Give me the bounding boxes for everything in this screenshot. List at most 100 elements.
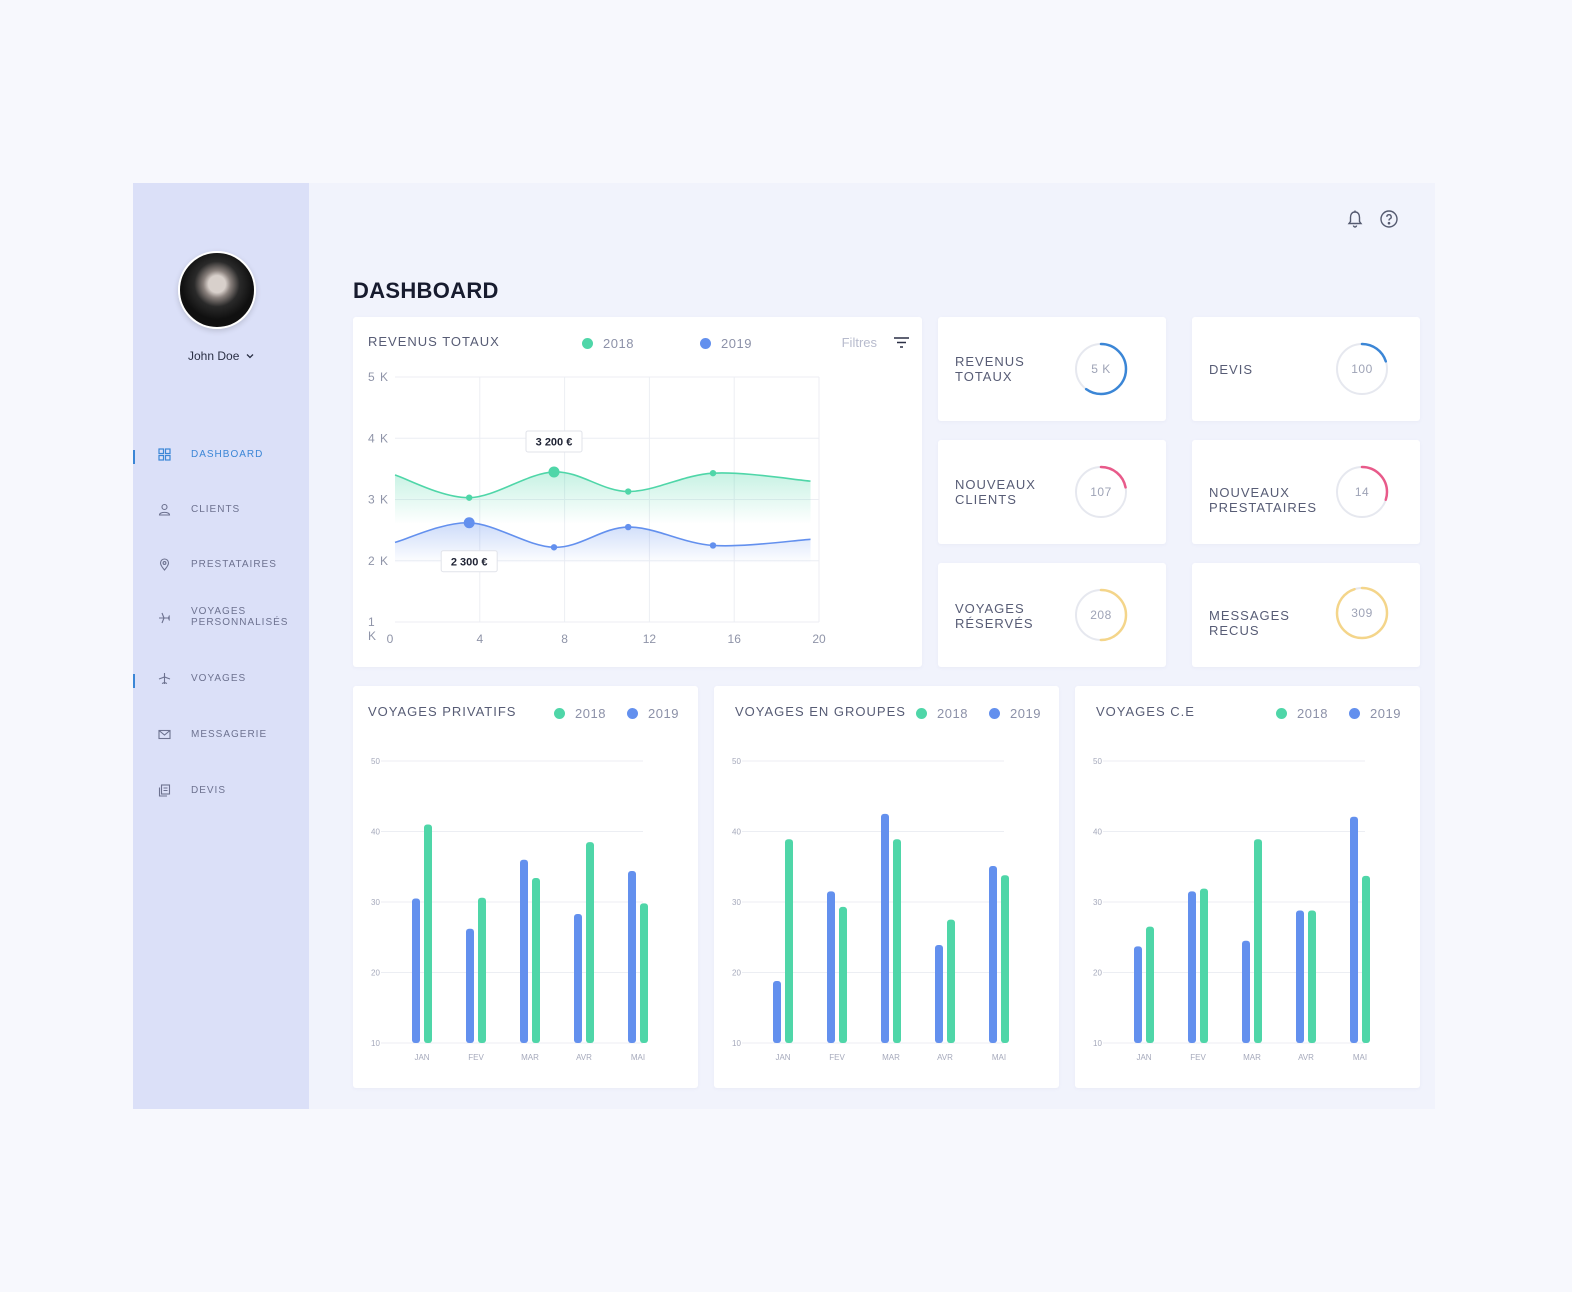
stat-card-nouveaux-clients[interactable]: NOUVEAUX CLIENTS 107 — [938, 440, 1166, 544]
legend-dot-icon — [989, 708, 1000, 719]
bar-chart: 10 20 30 40 50 JAN FEV MAR AVR MAI — [1093, 757, 1370, 1062]
legend-label: 2018 — [575, 706, 606, 721]
bar — [881, 813, 889, 1043]
sidebar-item-label: DASHBOARD — [191, 449, 264, 460]
stat-card-revenus-totaux[interactable]: REVENUS TOTAUX 5 K — [938, 317, 1166, 421]
data-point — [463, 517, 475, 529]
stat-card-devis[interactable]: DEVIS 100 — [1192, 317, 1420, 421]
ring-progress — [1074, 342, 1128, 396]
legend-label: 2018 — [937, 706, 968, 721]
legend-2018[interactable]: 2018 — [582, 336, 634, 351]
x-tick-label: MAR — [521, 1053, 539, 1062]
grid-icon — [158, 448, 171, 461]
progress-ring — [1074, 588, 1128, 642]
bar — [935, 945, 943, 1043]
annotation-label: 2 300 € — [451, 556, 488, 568]
bar — [424, 824, 432, 1043]
legend-2019[interactable]: 2019 — [989, 706, 1041, 721]
stat-label: VOYAGES RÉSERVÉS — [955, 601, 1034, 631]
y-tick-label: 50 — [371, 757, 380, 766]
sidebar-item-clients[interactable]: CLIENTS — [133, 503, 309, 516]
annotation-box — [525, 430, 583, 453]
sidebar-item-prestataires[interactable]: PRESTATAIRES — [133, 558, 309, 571]
y-tick-label-line: 4 K — [368, 431, 389, 445]
legend-2018[interactable]: 2018 — [554, 706, 606, 721]
bar — [893, 839, 901, 1043]
help-icon[interactable] — [1379, 209, 1399, 229]
bar — [466, 928, 474, 1043]
annotation-box — [440, 550, 498, 573]
y-tick-label: 30 — [732, 898, 741, 907]
stat-value: 14 — [1354, 485, 1370, 499]
legend-label: 2018 — [603, 336, 634, 351]
main-content: DASHBOARD REVENUS TOTAUX 2018 2019 Filtr… — [309, 183, 1435, 1109]
sidebar-item-label: VOYAGES PERSONNALISÉS — [191, 606, 289, 628]
x-tick-label: FEV — [829, 1053, 845, 1062]
progress-ring — [1074, 465, 1128, 519]
filter-icon — [894, 337, 909, 348]
x-tick-label: MAI — [631, 1053, 645, 1062]
bar — [1188, 891, 1196, 1043]
bar — [947, 919, 955, 1043]
sidebar-item-devis[interactable]: DEVIS — [133, 784, 309, 797]
card-title: VOYAGES PRIVATIFS — [368, 704, 517, 719]
ring-progress — [1074, 588, 1128, 642]
legend-dot-icon — [700, 338, 711, 349]
dashboard-app: John Doe DASHBOARD CLIENTS PRESTATAIRES … — [133, 183, 1435, 1109]
stat-card-nouveaux-prestataires[interactable]: NOUVEAUX PRESTATAIRES 14 — [1192, 440, 1420, 544]
legend-2019[interactable]: 2019 — [1349, 706, 1401, 721]
y-tick-label: 40 — [371, 828, 380, 837]
ring-progress — [1335, 342, 1389, 396]
x-tick-label: 16 — [728, 632, 742, 646]
bar — [1308, 910, 1316, 1043]
location-pin-icon — [159, 558, 170, 571]
x-tick-label: JAN — [414, 1053, 429, 1062]
bar — [1242, 940, 1250, 1043]
sidebar-item-voyages[interactable]: VOYAGES — [133, 672, 309, 685]
stat-label: REVENUS TOTAUX — [955, 354, 1025, 384]
user-menu[interactable]: John Doe — [188, 349, 255, 363]
bar — [1146, 926, 1154, 1043]
bar — [628, 870, 636, 1043]
bell-icon[interactable] — [1345, 209, 1365, 229]
stat-card-voyages-reserves[interactable]: VOYAGES RÉSERVÉS 208 — [938, 563, 1166, 667]
stat-label: DEVIS — [1209, 362, 1254, 377]
sidebar-item-label: VOYAGES — [191, 673, 247, 684]
legend-dot-icon — [554, 708, 565, 719]
sidebar-item-messagerie[interactable]: MESSAGERIE — [133, 728, 309, 741]
avatar[interactable] — [178, 251, 256, 329]
bar — [1254, 839, 1262, 1043]
stat-value: 208 — [1090, 608, 1112, 622]
ring-progress — [1335, 465, 1389, 519]
legend-dot-icon — [1349, 708, 1360, 719]
sidebar-item-dashboard[interactable]: DASHBOARD — [133, 448, 309, 461]
data-point — [466, 494, 473, 501]
bar-chart: 10 20 30 40 50 JAN FEV MAR AVR MAI — [371, 757, 648, 1062]
legend-2018[interactable]: 2018 — [1276, 706, 1328, 721]
filter-button[interactable]: Filtres — [842, 335, 910, 350]
y-tick-label: 4 K — [368, 431, 389, 445]
bar — [1134, 946, 1142, 1043]
card-title: REVENUS TOTAUX — [368, 334, 500, 349]
bar — [412, 898, 420, 1043]
bar-card-voyages-en-groupes: VOYAGES EN GROUPES 2018 2019 10 20 30 40 50 J… — [714, 686, 1059, 1088]
legend-2019[interactable]: 2019 — [627, 706, 679, 721]
legend-2018[interactable]: 2018 — [916, 706, 968, 721]
y-tick-label-line: 2 K — [368, 554, 389, 568]
sidebar-item-voyages-personnalises[interactable]: VOYAGES PERSONNALISÉS — [133, 606, 309, 628]
legend-2019[interactable]: 2019 — [700, 336, 752, 351]
stat-card-messages-recus[interactable]: MESSAGES RECUS 309 — [1192, 563, 1420, 667]
card-title: VOYAGES C.E — [1096, 704, 1195, 719]
x-tick-label: 12 — [643, 632, 657, 646]
bar — [1200, 888, 1208, 1043]
x-tick-label: 20 — [812, 632, 826, 646]
legend-label: 2019 — [721, 336, 752, 351]
y-tick-label: 10 — [371, 1039, 380, 1048]
bar — [1296, 910, 1304, 1043]
stat-label: NOUVEAUX PRESTATAIRES — [1209, 485, 1318, 515]
series-area — [395, 522, 811, 564]
bar — [785, 839, 793, 1043]
bar — [478, 897, 486, 1043]
